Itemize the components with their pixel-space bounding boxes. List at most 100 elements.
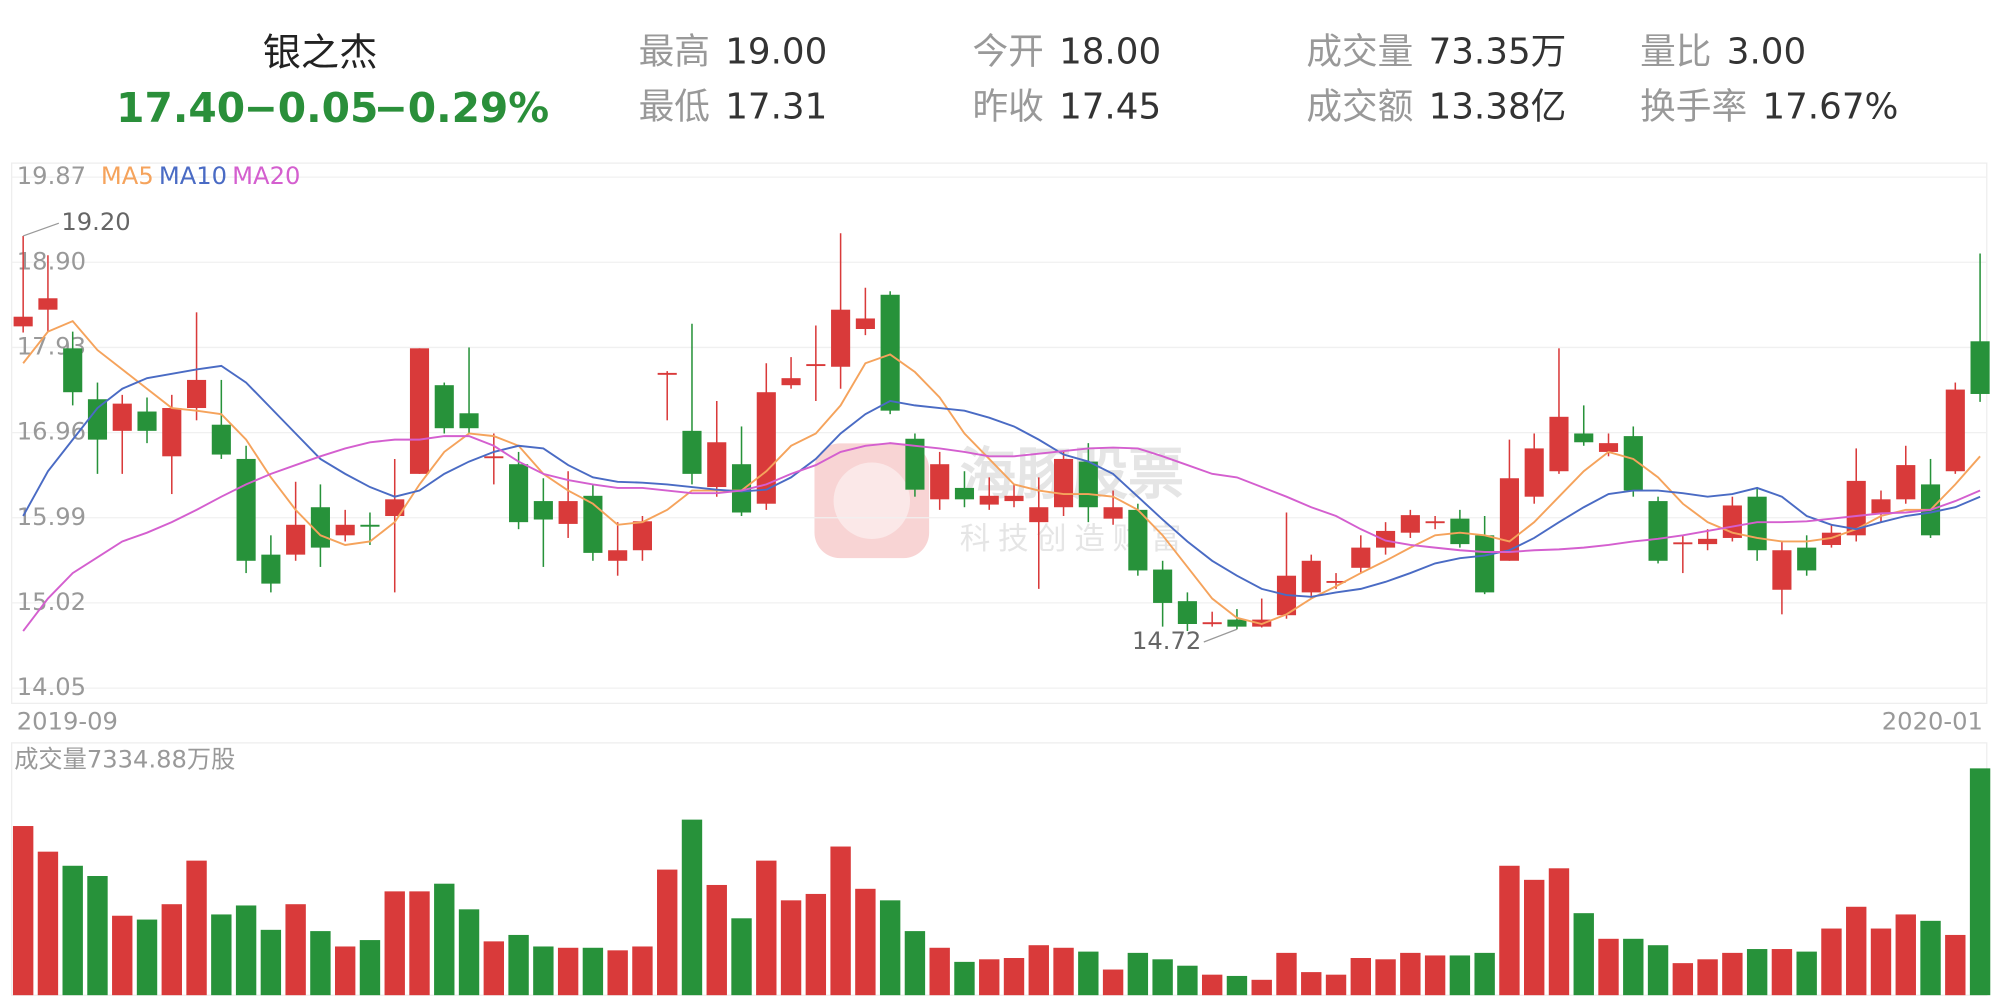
volume-bar <box>37 851 59 996</box>
volume-bar <box>1895 914 1916 996</box>
volume-bar <box>508 934 529 996</box>
volume-bar <box>1276 952 1297 996</box>
candle-body <box>1871 499 1891 514</box>
candle-body <box>1425 521 1445 524</box>
candle-body <box>806 364 826 367</box>
volume-bar <box>87 876 108 996</box>
annotation-label: 14.72 <box>1132 627 1201 655</box>
volume-bar <box>285 904 306 996</box>
y-tick-label: 14.05 <box>17 673 86 701</box>
candle-body <box>38 298 58 310</box>
volume-bar <box>557 947 579 996</box>
volume-bar <box>1127 952 1149 996</box>
stat-value: 19.00 <box>725 32 827 73</box>
volume-bar <box>1945 934 1966 996</box>
candle-body <box>1945 389 1965 472</box>
volume-bar <box>1325 974 1347 996</box>
candle-body <box>459 413 479 429</box>
candle-body <box>1400 515 1420 533</box>
volume-bar <box>1375 959 1396 996</box>
candle-body <box>211 424 231 455</box>
candle-body <box>558 501 578 524</box>
candle-body <box>1227 619 1247 627</box>
candle-body <box>509 464 529 523</box>
stat-label: 最高 <box>639 32 710 73</box>
candle-body <box>608 550 628 561</box>
volume-bar <box>1697 959 1718 996</box>
candle-body <box>434 385 454 429</box>
ma-line <box>22 435 1981 632</box>
volume-bar <box>855 888 876 996</box>
volume-bar <box>1474 952 1495 996</box>
annotation-leader <box>22 222 60 237</box>
volume-bar <box>12 826 34 996</box>
legend-entry: MA20 <box>232 162 300 190</box>
candle-body <box>657 372 677 375</box>
volume-bar <box>62 865 83 996</box>
y-tick-label: 19.87 <box>17 162 86 190</box>
candle-body <box>335 524 355 536</box>
volume-bar <box>211 914 232 996</box>
volume-bar <box>186 860 207 996</box>
volume-bar <box>533 946 554 996</box>
candle-body <box>1326 580 1346 583</box>
candle-body <box>533 501 553 520</box>
change: −0.05 <box>244 84 379 132</box>
volume-bar <box>409 891 430 996</box>
volume-bar <box>1424 955 1446 996</box>
stat-label: 成交量 <box>1306 32 1413 73</box>
volume-bar <box>1499 865 1520 996</box>
candle-body <box>1202 622 1222 625</box>
candle-body <box>286 524 306 555</box>
candle-body <box>1004 495 1024 502</box>
volume-bars <box>12 768 1991 996</box>
annotation-leader <box>1203 628 1238 643</box>
volume-bar <box>1177 965 1198 996</box>
candle-body <box>682 430 702 474</box>
volume-bar <box>1573 913 1594 996</box>
candle-body <box>1029 507 1049 523</box>
volume-bar <box>1870 928 1892 996</box>
volume-bar <box>334 946 356 996</box>
candle-body <box>112 403 132 431</box>
volume-bar <box>1746 949 1768 996</box>
volume-bar <box>1350 958 1371 996</box>
candle-body <box>1524 448 1544 497</box>
volume-bar <box>830 846 851 996</box>
candle-body <box>930 464 950 500</box>
volume-bar <box>1449 955 1471 996</box>
volume-bar <box>1647 945 1669 996</box>
candle-body <box>1499 478 1519 561</box>
volume-bar <box>805 893 827 996</box>
candle-body <box>409 348 430 474</box>
volume-bar <box>1771 949 1793 996</box>
candle-body <box>1623 436 1643 491</box>
candle-body <box>1846 480 1866 536</box>
volume-bar <box>904 931 926 996</box>
change-pct: −0.29% <box>374 84 550 132</box>
volume-bar <box>483 941 505 996</box>
y-tick-label: 18.90 <box>17 247 86 275</box>
y-tick-label: 15.02 <box>17 588 86 616</box>
annotation-label: 19.20 <box>61 208 130 236</box>
volume-bar <box>235 905 257 996</box>
volume-bar <box>780 900 802 996</box>
volume-bar <box>1400 952 1421 996</box>
candle-body <box>236 458 256 561</box>
candle-body <box>1376 530 1396 548</box>
watermark-logo-inner <box>833 462 911 540</box>
header: 银之杰 17.40 −0.05 −0.29% <box>116 31 549 132</box>
candle-body <box>187 379 207 409</box>
candle-body <box>632 521 652 551</box>
stat-label: 昨收 <box>972 86 1043 127</box>
volume-bar <box>1623 938 1644 996</box>
volume-bar <box>384 891 405 996</box>
volume-title: 成交量7334.88万股 <box>14 746 235 774</box>
candle-body <box>1574 433 1594 443</box>
volume-bar <box>681 819 703 996</box>
volume-bar <box>1821 928 1842 996</box>
x-tick-label: 2020-01 <box>1882 707 1983 735</box>
candle-body <box>1970 341 1990 394</box>
candle-body <box>13 316 33 327</box>
stat-value: 17.67% <box>1762 86 1898 127</box>
